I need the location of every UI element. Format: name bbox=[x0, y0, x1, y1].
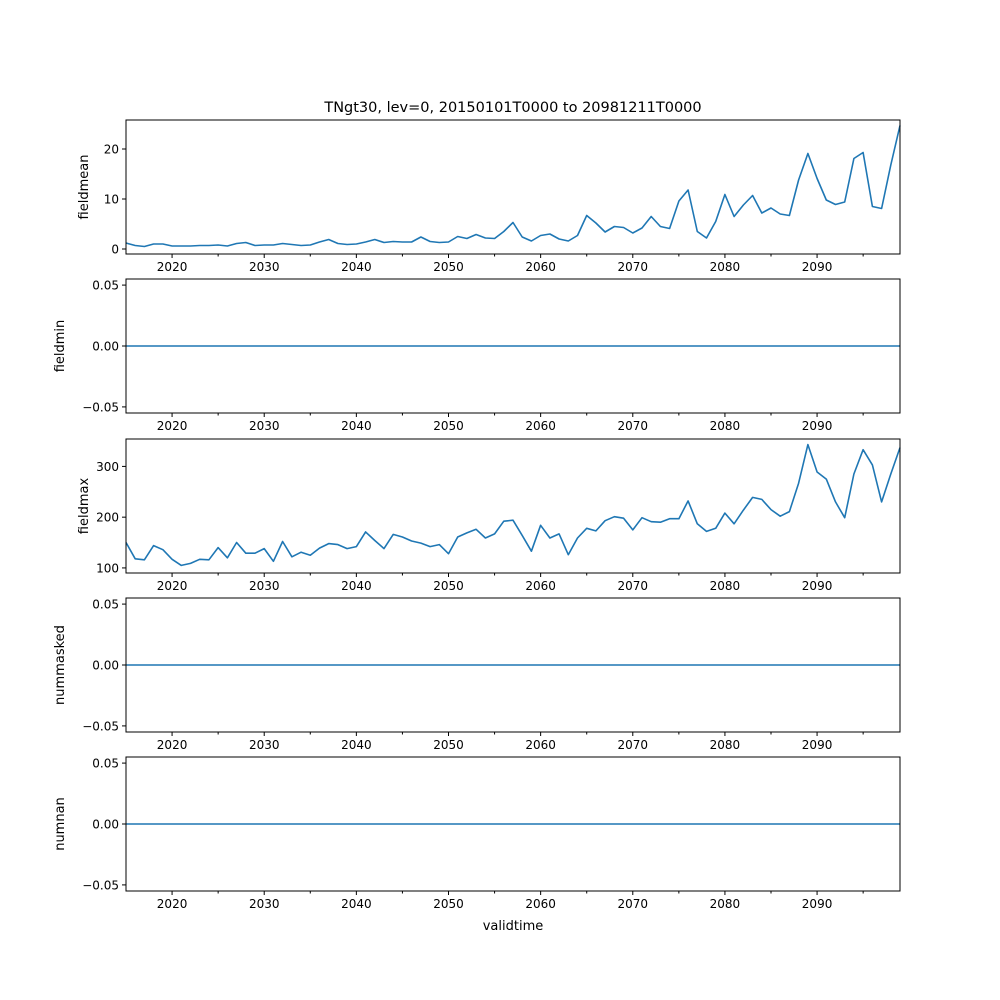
y-tick-label: 0.05 bbox=[92, 757, 119, 771]
x-tick-label: 2030 bbox=[249, 897, 280, 911]
x-axis-label: validtime bbox=[483, 919, 544, 934]
x-tick-label: 2050 bbox=[433, 738, 464, 752]
panel-fieldmean: 2020 2030 2040 2050 2060 2070 2080 2090 0 10 20 fie… bbox=[77, 119, 901, 274]
panel-fieldmin: 2020 2030 2040 2050 2060 2070 2080 2090 −0.05 0.0… bbox=[53, 278, 901, 433]
fieldmax-axes-frame bbox=[125, 438, 901, 574]
x-tick-label: 2040 bbox=[341, 897, 372, 911]
x-tick-label: 2060 bbox=[525, 738, 556, 752]
y-tick-label: 0.00 bbox=[92, 818, 119, 832]
x-tick-label: 2020 bbox=[157, 419, 188, 433]
x-tick-label: 2030 bbox=[249, 419, 280, 433]
y-tick-label: 300 bbox=[96, 460, 119, 474]
y-tick-label: 10 bbox=[104, 193, 119, 207]
fieldmean-axes-frame bbox=[125, 119, 901, 255]
x-tick-label: 2030 bbox=[249, 738, 280, 752]
y-tick-label: 20 bbox=[104, 143, 119, 157]
x-tick-label: 2070 bbox=[618, 419, 649, 433]
y-axis-label: nummasked bbox=[53, 625, 68, 705]
x-tick-label: 2030 bbox=[249, 260, 280, 274]
x-tick-label: 2080 bbox=[710, 579, 741, 593]
x-tick-label: 2020 bbox=[157, 579, 188, 593]
chart-title: TNgt30, lev=0, 20150101T0000 to 20981211… bbox=[323, 100, 701, 116]
x-tick-label: 2050 bbox=[433, 419, 464, 433]
x-tick-label: 2090 bbox=[802, 897, 833, 911]
x-tick-label: 2060 bbox=[525, 419, 556, 433]
x-tick-label: 2020 bbox=[157, 738, 188, 752]
y-axis-label: fieldmax bbox=[77, 478, 92, 535]
y-tick-label: 0.00 bbox=[92, 340, 119, 354]
x-tick-label: 2020 bbox=[157, 260, 188, 274]
y-tick-label: 200 bbox=[96, 511, 119, 525]
panel-fieldmax: 2020 2030 2040 2050 2060 2070 2080 2090 100 200 30… bbox=[77, 438, 901, 593]
x-tick-label: 2070 bbox=[618, 579, 649, 593]
y-tick-label: 0.05 bbox=[92, 598, 119, 612]
x-tick-label: 2090 bbox=[802, 579, 833, 593]
x-tick-label: 2040 bbox=[341, 738, 372, 752]
y-tick-label: −0.05 bbox=[82, 719, 119, 733]
y-axis-label: fieldmean bbox=[77, 155, 92, 220]
x-tick-label: 2060 bbox=[525, 897, 556, 911]
x-tick-label: 2090 bbox=[802, 738, 833, 752]
x-tick-label: 2070 bbox=[618, 260, 649, 274]
x-tick-label: 2040 bbox=[341, 579, 372, 593]
y-axis-label: numnan bbox=[53, 797, 68, 851]
x-tick-label: 2080 bbox=[710, 419, 741, 433]
x-tick-label: 2080 bbox=[710, 897, 741, 911]
y-tick-label: 0.00 bbox=[92, 659, 119, 673]
y-tick-label: 0 bbox=[111, 243, 119, 257]
y-tick-label: −0.05 bbox=[82, 400, 119, 414]
fieldmax-series-line bbox=[125, 443, 901, 567]
x-tick-label: 2080 bbox=[710, 738, 741, 752]
fieldmean-series-line bbox=[125, 125, 901, 248]
y-tick-label: 0.05 bbox=[92, 279, 119, 293]
x-tick-label: 2070 bbox=[618, 738, 649, 752]
x-tick-label: 2090 bbox=[802, 419, 833, 433]
x-tick-label: 2060 bbox=[525, 579, 556, 593]
x-tick-label: 2050 bbox=[433, 579, 464, 593]
y-axis-label: fieldmin bbox=[53, 320, 68, 373]
x-tick-label: 2080 bbox=[710, 260, 741, 274]
x-tick-label: 2040 bbox=[341, 419, 372, 433]
x-tick-label: 2030 bbox=[249, 579, 280, 593]
y-tick-label: −0.05 bbox=[82, 878, 119, 892]
panel-numnan: 2020 2030 2040 2050 2060 2070 2080 2090 −0.05 0.0… bbox=[53, 756, 901, 911]
x-tick-label: 2050 bbox=[433, 260, 464, 274]
x-tick-label: 2070 bbox=[618, 897, 649, 911]
x-tick-label: 2040 bbox=[341, 260, 372, 274]
y-tick-label: 100 bbox=[96, 561, 119, 575]
x-tick-label: 2020 bbox=[157, 897, 188, 911]
x-tick-label: 2090 bbox=[802, 260, 833, 274]
x-tick-label: 2050 bbox=[433, 897, 464, 911]
panel-nummasked: 2020 2030 2040 2050 2060 2070 2080 2090 −0.05 0.0… bbox=[53, 597, 901, 752]
x-tick-label: 2060 bbox=[525, 260, 556, 274]
